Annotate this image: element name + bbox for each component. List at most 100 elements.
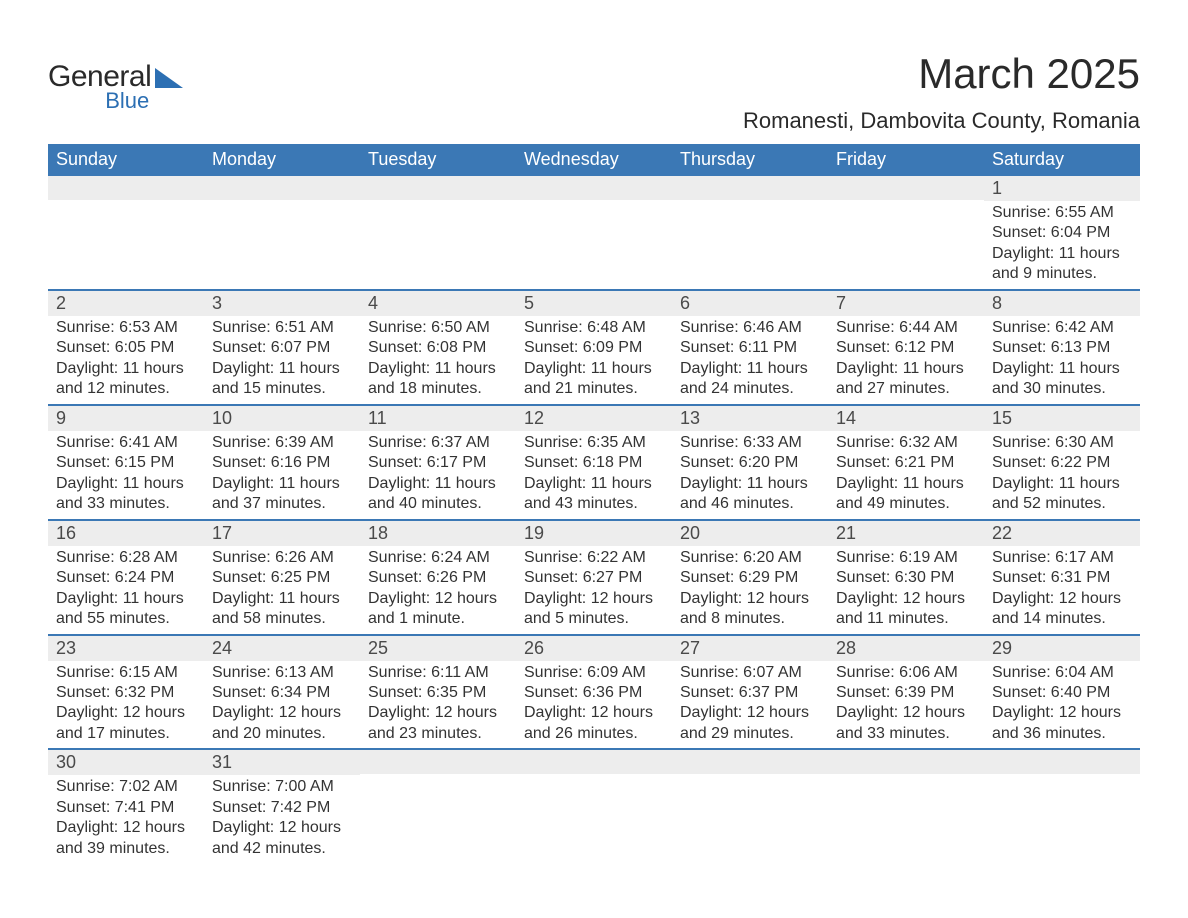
sunset-text: Sunset: 6:12 PM [836, 338, 976, 358]
day-details [360, 774, 516, 858]
sunset-text: Sunset: 6:13 PM [992, 338, 1132, 358]
day-cell: 30Sunrise: 7:02 AMSunset: 7:41 PMDayligh… [48, 750, 204, 863]
sunrise-text: Sunrise: 6:50 AM [368, 318, 508, 338]
day-details: Sunrise: 6:22 AMSunset: 6:27 PMDaylight:… [516, 546, 672, 634]
day-details: Sunrise: 6:15 AMSunset: 6:32 PMDaylight:… [48, 661, 204, 749]
day-details: Sunrise: 6:13 AMSunset: 6:34 PMDaylight:… [204, 661, 360, 749]
day-cell: 20Sunrise: 6:20 AMSunset: 6:29 PMDayligh… [672, 521, 828, 634]
day-cell: 22Sunrise: 6:17 AMSunset: 6:31 PMDayligh… [984, 521, 1140, 634]
day-details: Sunrise: 6:28 AMSunset: 6:24 PMDaylight:… [48, 546, 204, 634]
day-cell: 19Sunrise: 6:22 AMSunset: 6:27 PMDayligh… [516, 521, 672, 634]
daylight-text: Daylight: 12 hours and 36 minutes. [992, 703, 1132, 744]
sunrise-text: Sunrise: 6:09 AM [524, 663, 664, 683]
daylight-text: Daylight: 12 hours and 8 minutes. [680, 589, 820, 630]
day-details [204, 200, 360, 284]
daylight-text: Daylight: 11 hours and 15 minutes. [212, 359, 352, 400]
daylight-text: Daylight: 11 hours and 21 minutes. [524, 359, 664, 400]
day-cell: 25Sunrise: 6:11 AMSunset: 6:35 PMDayligh… [360, 636, 516, 749]
daylight-text: Daylight: 12 hours and 42 minutes. [212, 818, 352, 859]
sunset-text: Sunset: 6:27 PM [524, 568, 664, 588]
week-row: 23Sunrise: 6:15 AMSunset: 6:32 PMDayligh… [48, 636, 1140, 751]
day-cell [984, 750, 1140, 863]
day-number: 6 [672, 291, 828, 316]
day-details [516, 774, 672, 858]
sunrise-text: Sunrise: 6:15 AM [56, 663, 196, 683]
day-details: Sunrise: 6:20 AMSunset: 6:29 PMDaylight:… [672, 546, 828, 634]
sunset-text: Sunset: 6:17 PM [368, 453, 508, 473]
sunrise-text: Sunrise: 6:22 AM [524, 548, 664, 568]
day-number: 31 [204, 750, 360, 775]
day-details: Sunrise: 6:24 AMSunset: 6:26 PMDaylight:… [360, 546, 516, 634]
day-cell [204, 176, 360, 289]
day-details: Sunrise: 6:09 AMSunset: 6:36 PMDaylight:… [516, 661, 672, 749]
sunset-text: Sunset: 6:09 PM [524, 338, 664, 358]
sunset-text: Sunset: 6:18 PM [524, 453, 664, 473]
sunset-text: Sunset: 6:15 PM [56, 453, 196, 473]
day-number [516, 176, 672, 200]
daylight-text: Daylight: 12 hours and 33 minutes. [836, 703, 976, 744]
daylight-text: Daylight: 11 hours and 12 minutes. [56, 359, 196, 400]
day-number: 21 [828, 521, 984, 546]
day-cell: 6Sunrise: 6:46 AMSunset: 6:11 PMDaylight… [672, 291, 828, 404]
sunrise-text: Sunrise: 6:07 AM [680, 663, 820, 683]
day-number: 22 [984, 521, 1140, 546]
weekday-sun: Sunday [48, 144, 204, 176]
day-details [516, 200, 672, 284]
daylight-text: Daylight: 11 hours and 52 minutes. [992, 474, 1132, 515]
sunrise-text: Sunrise: 6:48 AM [524, 318, 664, 338]
daylight-text: Daylight: 11 hours and 58 minutes. [212, 589, 352, 630]
day-cell: 11Sunrise: 6:37 AMSunset: 6:17 PMDayligh… [360, 406, 516, 519]
day-cell: 4Sunrise: 6:50 AMSunset: 6:08 PMDaylight… [360, 291, 516, 404]
day-details: Sunrise: 6:11 AMSunset: 6:35 PMDaylight:… [360, 661, 516, 749]
day-number [828, 750, 984, 774]
day-details: Sunrise: 6:32 AMSunset: 6:21 PMDaylight:… [828, 431, 984, 519]
month-title: March 2025 [743, 50, 1140, 98]
sunrise-text: Sunrise: 6:20 AM [680, 548, 820, 568]
daylight-text: Daylight: 11 hours and 40 minutes. [368, 474, 508, 515]
sunrise-text: Sunrise: 6:51 AM [212, 318, 352, 338]
daylight-text: Daylight: 12 hours and 14 minutes. [992, 589, 1132, 630]
location-subtitle: Romanesti, Dambovita County, Romania [743, 108, 1140, 134]
day-cell: 12Sunrise: 6:35 AMSunset: 6:18 PMDayligh… [516, 406, 672, 519]
daylight-text: Daylight: 12 hours and 17 minutes. [56, 703, 196, 744]
sunset-text: Sunset: 6:16 PM [212, 453, 352, 473]
day-number: 4 [360, 291, 516, 316]
daylight-text: Daylight: 11 hours and 33 minutes. [56, 474, 196, 515]
day-details [984, 774, 1140, 858]
day-cell [672, 176, 828, 289]
weekday-mon: Monday [204, 144, 360, 176]
day-cell: 28Sunrise: 6:06 AMSunset: 6:39 PMDayligh… [828, 636, 984, 749]
day-details: Sunrise: 6:46 AMSunset: 6:11 PMDaylight:… [672, 316, 828, 404]
sunrise-text: Sunrise: 6:39 AM [212, 433, 352, 453]
day-number: 5 [516, 291, 672, 316]
weekday-tue: Tuesday [360, 144, 516, 176]
day-details [828, 774, 984, 858]
day-cell [360, 176, 516, 289]
day-cell: 17Sunrise: 6:26 AMSunset: 6:25 PMDayligh… [204, 521, 360, 634]
sunrise-text: Sunrise: 6:24 AM [368, 548, 508, 568]
day-number: 16 [48, 521, 204, 546]
day-cell: 27Sunrise: 6:07 AMSunset: 6:37 PMDayligh… [672, 636, 828, 749]
day-cell: 5Sunrise: 6:48 AMSunset: 6:09 PMDaylight… [516, 291, 672, 404]
week-row: 16Sunrise: 6:28 AMSunset: 6:24 PMDayligh… [48, 521, 1140, 636]
day-number: 13 [672, 406, 828, 431]
sunset-text: Sunset: 6:20 PM [680, 453, 820, 473]
week-row: 2Sunrise: 6:53 AMSunset: 6:05 PMDaylight… [48, 291, 1140, 406]
day-details: Sunrise: 6:53 AMSunset: 6:05 PMDaylight:… [48, 316, 204, 404]
day-number: 27 [672, 636, 828, 661]
day-details [48, 200, 204, 284]
daylight-text: Daylight: 11 hours and 55 minutes. [56, 589, 196, 630]
day-number: 12 [516, 406, 672, 431]
sunrise-text: Sunrise: 6:41 AM [56, 433, 196, 453]
sunset-text: Sunset: 6:04 PM [992, 223, 1132, 243]
day-cell [828, 176, 984, 289]
day-number [672, 176, 828, 200]
daylight-text: Daylight: 12 hours and 20 minutes. [212, 703, 352, 744]
day-details [360, 200, 516, 284]
sunrise-text: Sunrise: 6:53 AM [56, 318, 196, 338]
logo-blue: Blue [105, 88, 149, 114]
day-number [360, 750, 516, 774]
day-number [516, 750, 672, 774]
daylight-text: Daylight: 12 hours and 23 minutes. [368, 703, 508, 744]
day-cell: 10Sunrise: 6:39 AMSunset: 6:16 PMDayligh… [204, 406, 360, 519]
